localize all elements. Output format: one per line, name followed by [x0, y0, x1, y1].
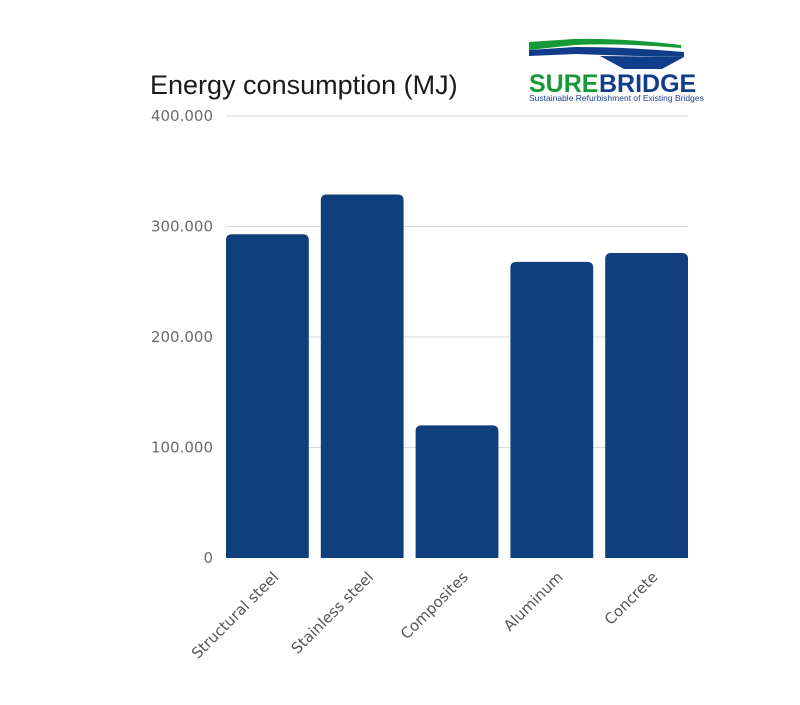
x-axis-labels: Structural steel Stainless steel Composite… [188, 568, 661, 662]
x-category-label: Composites [397, 568, 472, 643]
x-category-label: Aluminum [500, 568, 567, 635]
y-tick-label: 400.000 [151, 107, 213, 125]
y-axis-ticks: 0 100.000 200.000 300.000 400.000 [151, 107, 213, 567]
bars [226, 194, 688, 559]
x-category-label: Concrete [601, 568, 662, 629]
logo-bridge-green-swoosh [529, 38, 681, 50]
y-tick-label: 200.000 [151, 328, 213, 346]
logo-bridge-blue-deck [529, 47, 684, 57]
y-tick-label: 0 [203, 549, 213, 567]
logo-tagline: Sustainable Refurbishment of Existing Br… [529, 93, 704, 103]
bar-aluminum [510, 261, 594, 558]
chart-title: Energy consumption (MJ) [150, 70, 458, 100]
bar-stainless-steel [320, 194, 404, 558]
y-tick-label: 300.000 [151, 218, 213, 236]
logo-bridge-blue-span [600, 56, 684, 69]
y-tick-label: 100.000 [151, 439, 213, 457]
x-category-label: Stainless steel [288, 568, 377, 657]
bar-composites [415, 425, 499, 558]
logo-word-sure: SURE [529, 70, 598, 98]
logo-word-bridge: BRIDGE [599, 70, 696, 98]
bar-structural-steel [226, 234, 309, 559]
sure-bridge-logo: SURE BRIDGE Sustainable Refurbishment of… [529, 38, 704, 103]
x-category-label: Structural steel [188, 568, 282, 662]
bar-concrete [605, 253, 688, 558]
